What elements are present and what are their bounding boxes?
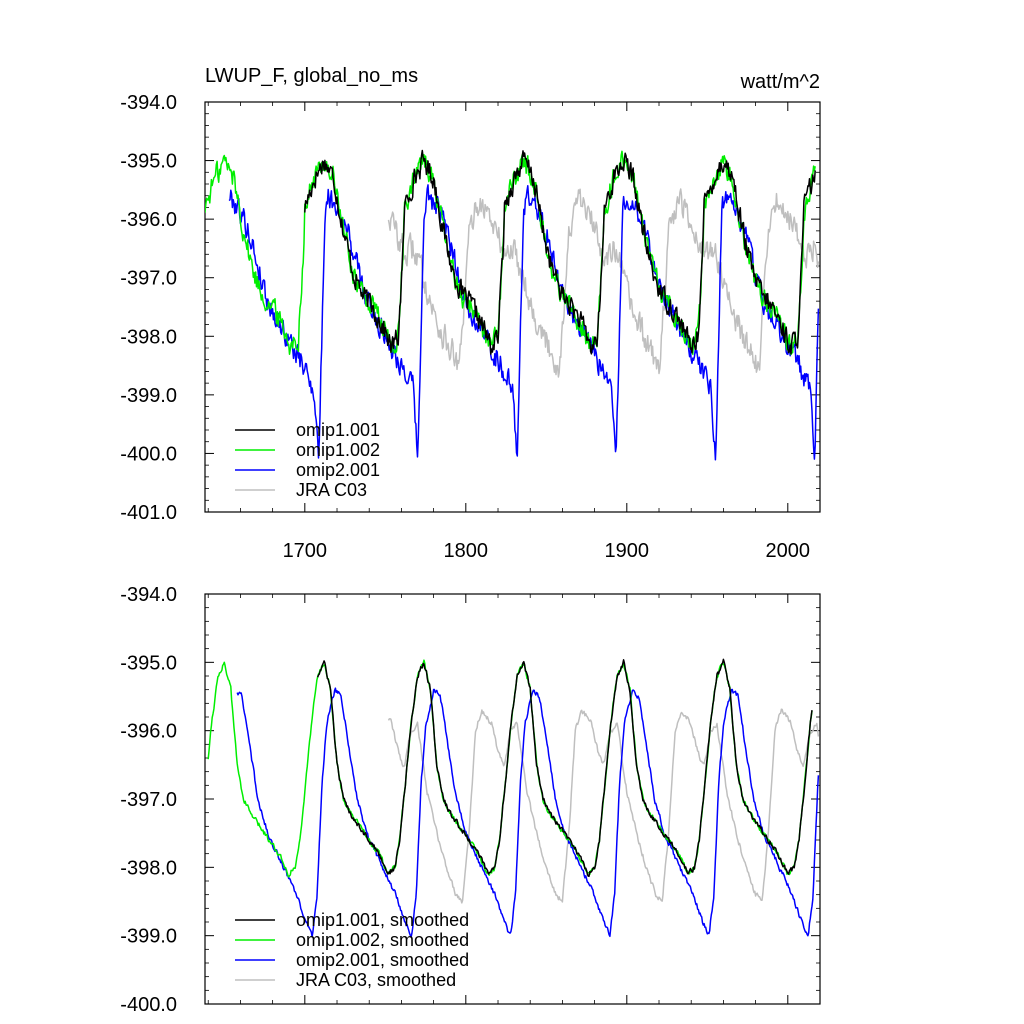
- bottom-y-tick-label: -398.0: [120, 857, 177, 879]
- series-line-omip1-002: [205, 150, 816, 356]
- top-x-tick-label: 1900: [605, 540, 650, 562]
- top-y-tick-label: -394.0: [120, 92, 177, 114]
- top-x-tick-label: 1800: [444, 540, 489, 562]
- legend-label: omip1.002, smoothed: [296, 930, 469, 950]
- legend-label: omip2.001: [296, 460, 380, 480]
- bottom-y-tick-label: -400.0: [120, 994, 177, 1016]
- top-panel: -394.0 -395.0 -396.0 -397.0 -398.0 -399.0 -400…: [120, 92, 821, 562]
- top-y-tick-label: -400.0: [120, 443, 177, 465]
- top-y-tick-label: -397.0: [120, 268, 177, 290]
- top-y-tick-label: -396.0: [120, 209, 177, 231]
- legend-label: JRA C03: [296, 480, 367, 500]
- top-y-tick-label: -399.0: [120, 385, 177, 407]
- top-x-tick-label: 2000: [766, 540, 811, 562]
- legend-label: JRA C03, smoothed: [296, 970, 456, 990]
- top-y-tick-label: -401.0: [120, 502, 177, 524]
- legend-label: omip1.002: [296, 440, 380, 460]
- bottom-y-tick-label: -394.0: [120, 584, 177, 606]
- series-line-omip1-001-smoothed: [316, 658, 813, 878]
- legend-label: omip2.001, smoothed: [296, 950, 469, 970]
- series-line-omip1-002-smoothed: [207, 659, 813, 878]
- series-line-jra-c03: [387, 188, 820, 378]
- series-line-omip1-001: [304, 149, 816, 355]
- legend-label: omip1.001: [296, 420, 380, 440]
- top-plot-frame: [204, 101, 821, 513]
- top-x-tick-label: 1700: [283, 540, 328, 562]
- chart-title: LWUP_F, global_no_ms: [205, 65, 418, 87]
- bottom-y-tick-label: -397.0: [120, 789, 177, 811]
- units-label: watt/m^2: [740, 71, 820, 93]
- bottom-y-tick-label: -395.0: [120, 652, 177, 674]
- bottom-y-tick-label: -399.0: [120, 926, 177, 948]
- top-y-tick-label: -398.0: [120, 326, 177, 348]
- series-line-omip2-001-smoothed: [236, 687, 820, 938]
- bottom-panel: -394.0 -395.0 -396.0 -397.0 -398.0 -399.0 -400…: [120, 584, 821, 1016]
- legend-label: omip1.001, smoothed: [296, 910, 469, 930]
- series-line-omip2-001: [228, 184, 820, 461]
- bottom-y-tick-label: -396.0: [120, 721, 177, 743]
- top-y-tick-label: -395.0: [120, 151, 177, 173]
- series-line-jra-c03-smoothed: [387, 708, 820, 904]
